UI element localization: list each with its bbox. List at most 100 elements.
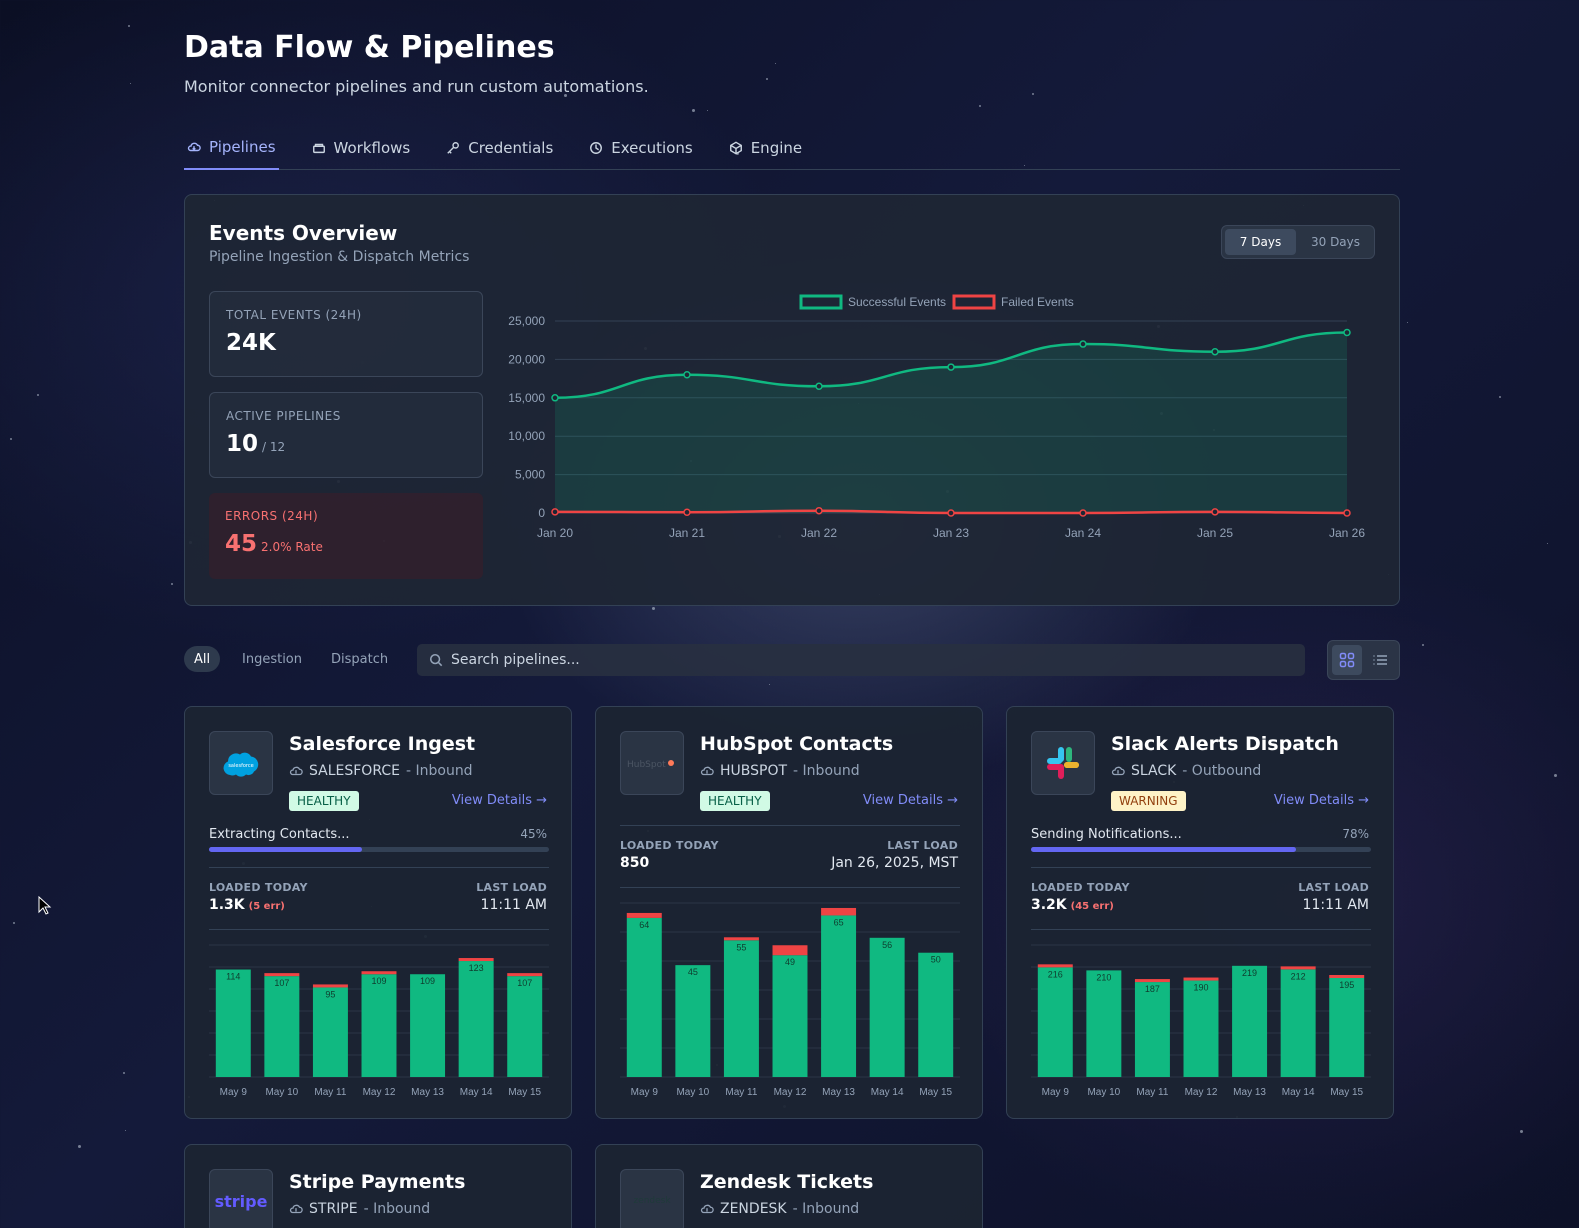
tab-label: Executions: [611, 139, 693, 157]
star: [171, 583, 173, 585]
legend-swatch: [952, 294, 996, 310]
pipeline-name: Slack Alerts Dispatch: [1111, 733, 1339, 755]
bar-value-label: 65: [834, 917, 844, 927]
x-tick-label: Jan 25: [1197, 526, 1233, 540]
bar-value-label: 45: [688, 967, 698, 977]
bar-value-label: 109: [371, 976, 386, 986]
view-details-link[interactable]: View Details →: [862, 793, 958, 808]
x-tick-label: May 9: [631, 1087, 659, 1098]
bar-value-label: 56: [882, 940, 892, 950]
bar-value-label: 107: [274, 978, 289, 988]
tab-credentials[interactable]: Credentials: [443, 126, 556, 170]
tab-pipelines[interactable]: Pipelines: [184, 126, 279, 170]
layers-icon: [312, 143, 325, 154]
bar-value-label: 50: [931, 955, 941, 965]
success-bar: [723, 940, 759, 1077]
bar-value-label: 95: [325, 989, 335, 999]
stat-label: ACTIVE PIPELINES: [226, 409, 341, 423]
range-7-days-button[interactable]: 7 Days: [1225, 229, 1296, 255]
grid-icon: [1339, 652, 1355, 668]
data-point: [815, 506, 823, 515]
bar-value-label: 219: [1242, 968, 1257, 978]
grid-view-button[interactable]: [1332, 645, 1362, 675]
y-tick-label: 25,000: [508, 314, 545, 328]
error-bar: [1037, 964, 1073, 968]
search-input[interactable]: [451, 652, 1251, 668]
filter-ingestion[interactable]: Ingestion: [242, 651, 302, 667]
star: [13, 922, 15, 924]
divider: [1031, 867, 1371, 868]
divider: [1031, 929, 1371, 930]
tab-executions[interactable]: Executions: [586, 126, 695, 170]
progress-bar: [209, 847, 549, 852]
pipeline-card-zendesk[interactable]: zendesk Zendesk Tickets ZENDESK - Inbound: [595, 1144, 983, 1228]
zendesk-logo: zendesk: [620, 1169, 684, 1228]
cloud-upload-icon: [1111, 766, 1125, 776]
legend-label: Successful Events: [848, 295, 946, 309]
events-overview-panel: Events Overview Pipeline Ingestion & Dis…: [184, 194, 1400, 606]
bar-value-label: 212: [1291, 971, 1306, 981]
series-area: [555, 332, 1347, 513]
pipeline-source: ZENDESK - Inbound: [700, 1201, 859, 1217]
error-bar: [458, 958, 494, 962]
daily-events-bar-chart: 216 May 9 210 May 10 187 May 11 190 May 12 219 Ma…: [1031, 944, 1371, 1098]
tab-workflows[interactable]: Workflows: [309, 126, 414, 170]
bar-value-label: 216: [1048, 969, 1063, 979]
last-load-label: LAST LOAD: [476, 881, 547, 894]
tab-label: Credentials: [468, 139, 554, 157]
data-point: [551, 508, 559, 516]
loaded-today-value: 3.2K (45 err): [1031, 897, 1114, 913]
star: [78, 1145, 81, 1148]
filter-dispatch[interactable]: Dispatch: [331, 651, 389, 667]
star: [128, 25, 130, 27]
progress-bar: [1031, 847, 1371, 852]
star: [1554, 774, 1557, 777]
status-badge: HEALTHY: [700, 791, 770, 811]
hubspot-logo: HubSpot: [620, 731, 684, 795]
data-point: [1211, 347, 1219, 356]
filter-all[interactable]: All: [184, 646, 221, 672]
progress-percent: 45%: [520, 827, 547, 841]
success-bar: [507, 976, 543, 1077]
events-line-chart: Successful Events Failed Events 0 5,000 10,0…: [508, 294, 1365, 540]
x-tick-label: May 13: [822, 1087, 855, 1098]
last-load-label: LAST LOAD: [1298, 881, 1369, 894]
x-tick-label: May 12: [363, 1087, 396, 1098]
pipeline-card-hubspot[interactable]: HubSpot HubSpot Contacts HUBSPOT - Inboun…: [595, 706, 983, 1119]
view-details-link[interactable]: View Details →: [451, 793, 547, 808]
view-details-link[interactable]: View Details →: [1273, 793, 1369, 808]
overview-title: Events Overview: [209, 221, 398, 245]
success-bar: [361, 974, 397, 1077]
bar-value-label: 210: [1096, 972, 1111, 982]
list-view-button[interactable]: [1365, 645, 1395, 675]
success-bar: [1280, 969, 1316, 1077]
divider: [209, 929, 549, 930]
loaded-today-label: LOADED TODAY: [1031, 881, 1130, 894]
pipeline-card-salesforce[interactable]: salesforce Salesforce Ingest SALESFORCE -…: [184, 706, 572, 1119]
tab-bar: Pipelines Workflows Credentials Executio…: [184, 126, 1400, 170]
pipeline-card-stripe[interactable]: stripe Stripe Payments STRIPE - Inbound: [184, 1144, 572, 1228]
tab-engine[interactable]: Engine: [726, 126, 805, 170]
x-tick-label: May 15: [1330, 1087, 1363, 1098]
stat-value: 24K: [226, 330, 276, 356]
pipeline-card-slack[interactable]: Slack Alerts Dispatch SLACK - Outbound WA…: [1006, 706, 1394, 1119]
range-30-days-button[interactable]: 30 Days: [1310, 235, 1361, 249]
search-box: [417, 644, 1305, 676]
success-bar: [918, 952, 954, 1077]
error-bar: [1183, 977, 1219, 981]
page-subtitle: Monitor connector pipelines and run cust…: [184, 77, 649, 96]
success-bar: [1183, 980, 1219, 1077]
success-bar: [1086, 970, 1122, 1077]
pipeline-source: HUBSPOT - Inbound: [700, 763, 860, 779]
bar-value-label: 107: [517, 978, 532, 988]
pipeline-name: Zendesk Tickets: [700, 1171, 874, 1193]
pipeline-name: Salesforce Ingest: [289, 733, 476, 755]
x-tick-label: May 10: [676, 1087, 709, 1098]
star: [37, 394, 39, 396]
error-bar: [772, 945, 808, 956]
salesforce-logo: salesforce: [209, 731, 273, 795]
error-bar: [626, 912, 662, 918]
svg-text:HubSpot: HubSpot: [627, 760, 666, 770]
progress-percent: 78%: [1342, 827, 1369, 841]
loaded-today-label: LOADED TODAY: [209, 881, 308, 894]
